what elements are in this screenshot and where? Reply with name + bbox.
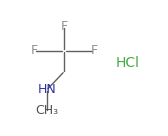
Text: F: F [60,20,68,33]
Text: HN: HN [38,83,56,96]
Text: F: F [90,44,97,57]
Text: F: F [30,44,38,57]
Text: HCl: HCl [116,56,140,70]
Text: CH₃: CH₃ [35,104,59,117]
